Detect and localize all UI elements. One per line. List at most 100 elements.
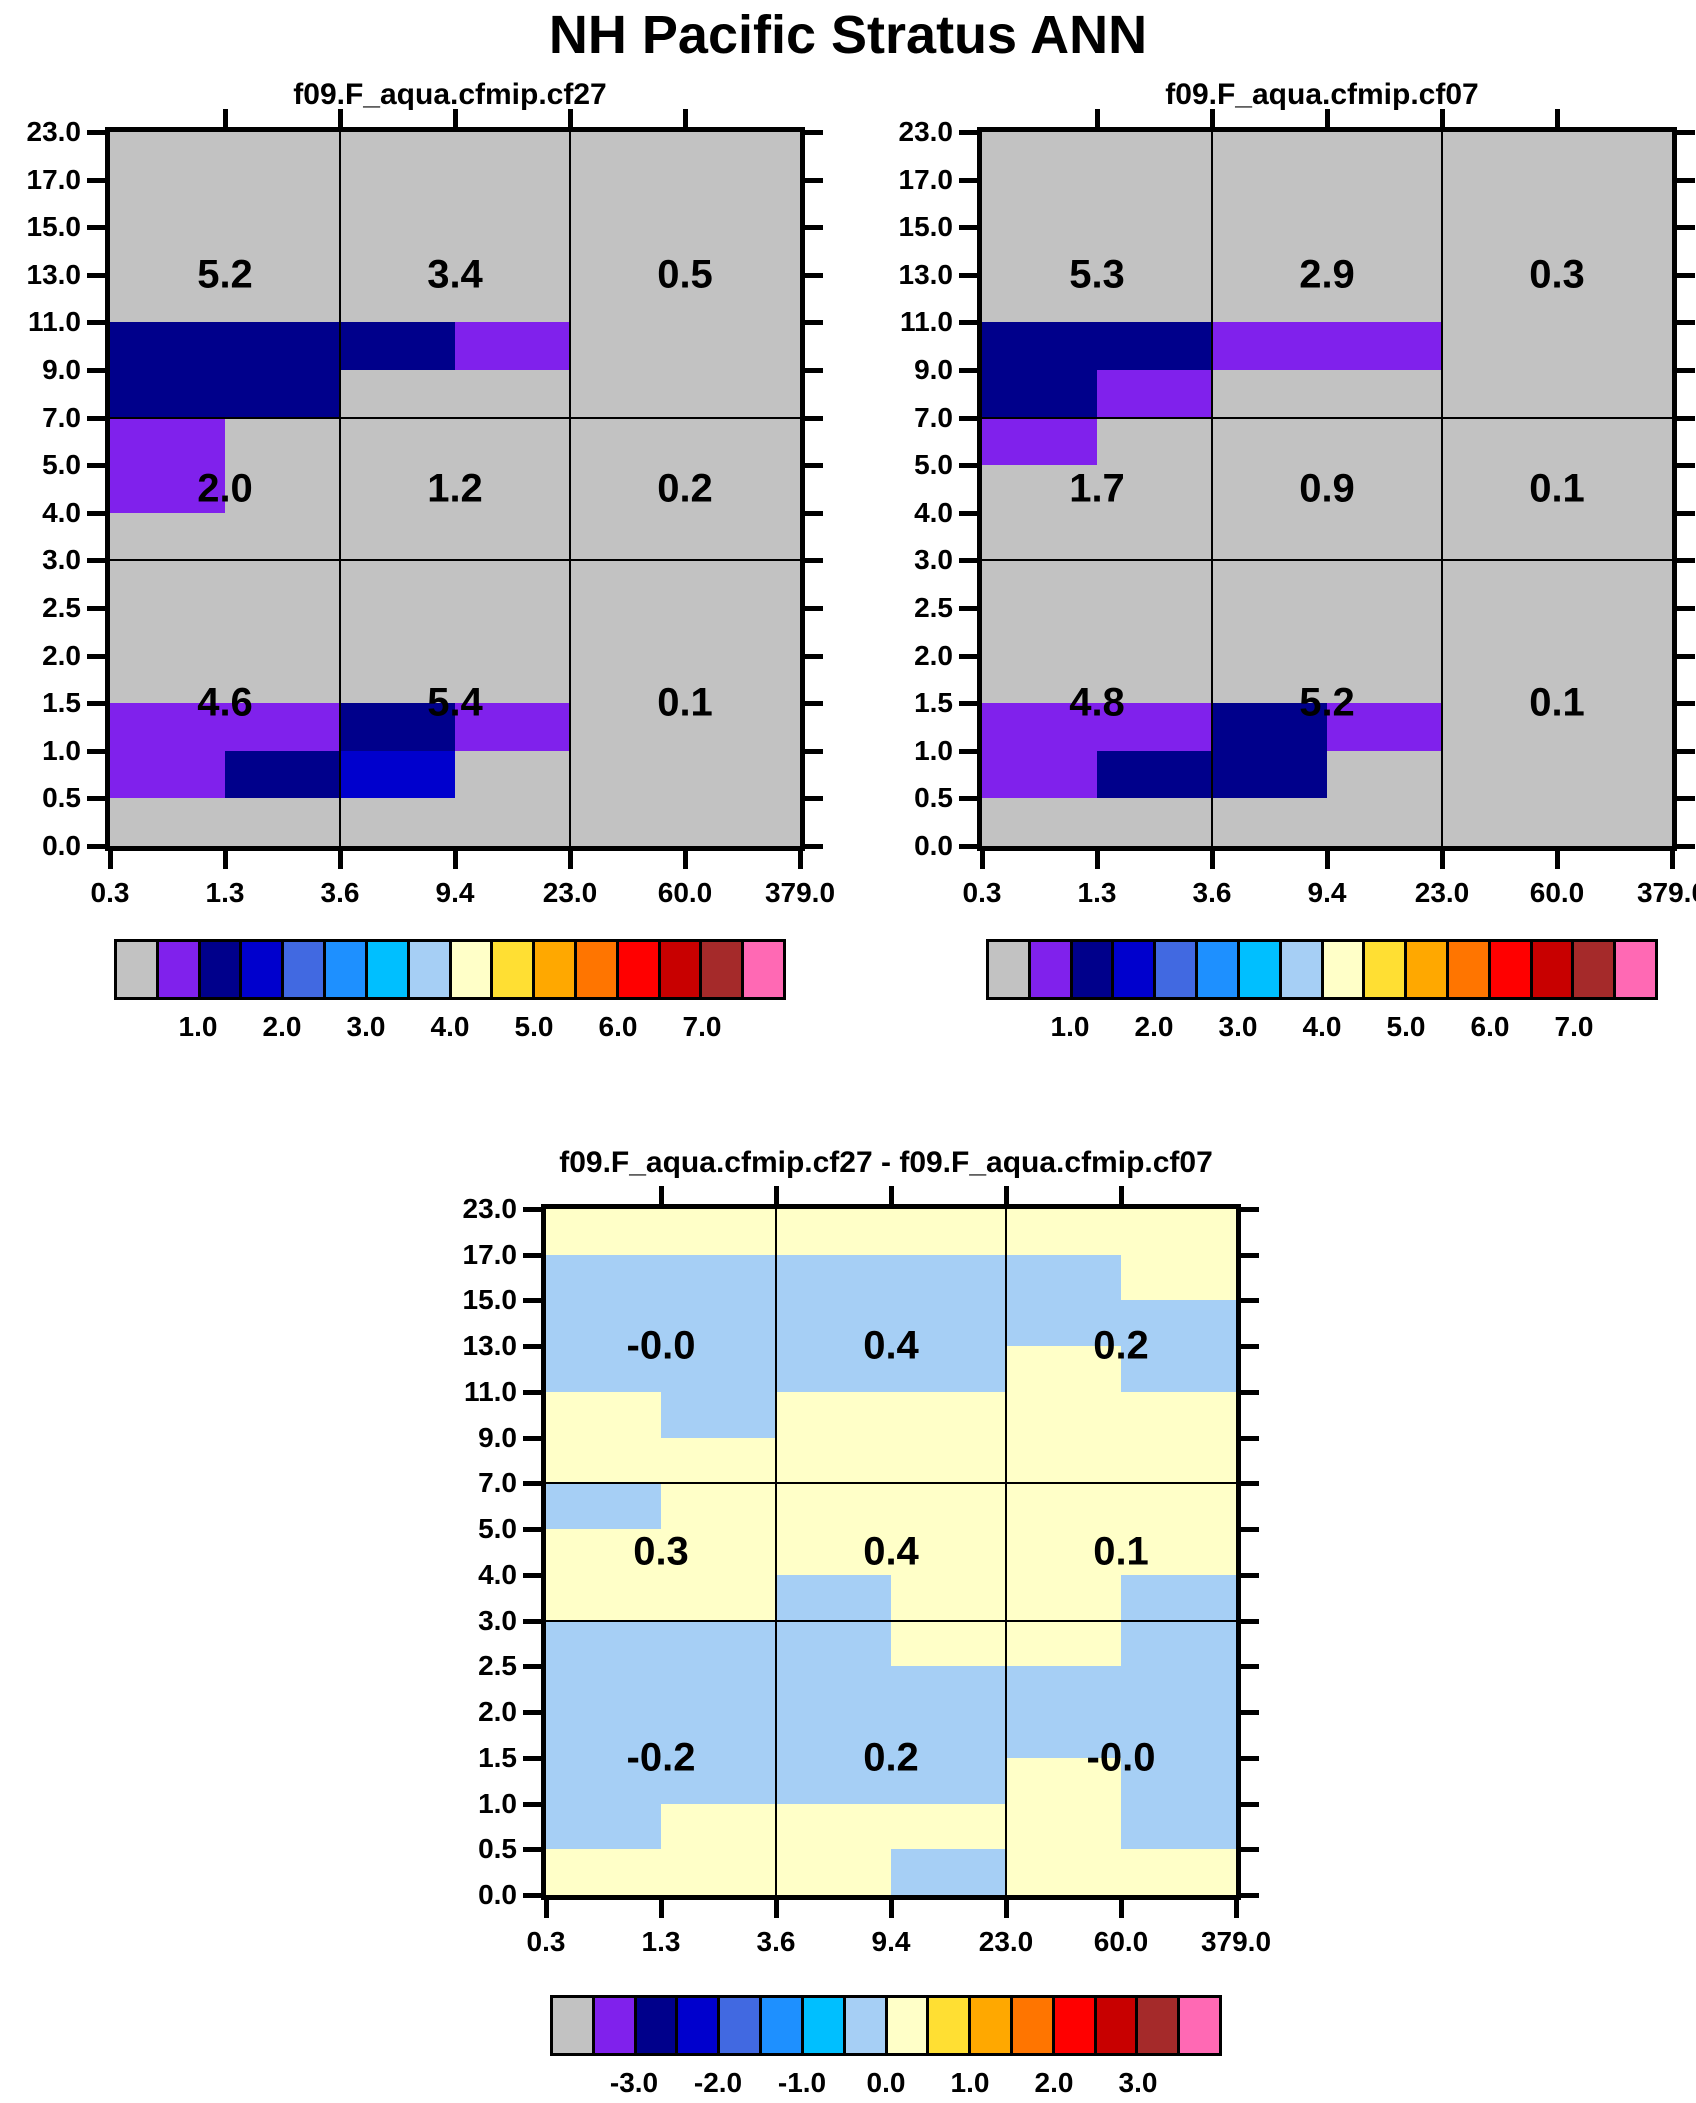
heatmap-cell	[1006, 1438, 1121, 1483]
y-axis-tick	[1241, 1573, 1259, 1578]
heatmap-cell	[685, 465, 800, 513]
sector-value: 5.4	[427, 680, 483, 725]
sector-divider-vertical	[569, 132, 571, 846]
y-tick-label: 23.0	[462, 1193, 518, 1224]
colorbar-segment	[717, 1998, 760, 2053]
heatmap-cell	[1006, 1712, 1121, 1758]
sector-divider-vertical	[1211, 132, 1213, 846]
heatmap-cell	[1557, 418, 1672, 465]
colorbar-segment	[675, 1998, 718, 2053]
y-tick-label: 13.0	[898, 259, 954, 290]
y-axis-tick	[1677, 273, 1695, 278]
x-axis-tick	[1440, 109, 1445, 127]
sector-value: 0.1	[1529, 680, 1585, 725]
x-tick-label: 23.0	[542, 877, 598, 908]
colorbar-segment	[968, 1998, 1010, 2053]
y-axis-tick	[1677, 606, 1695, 611]
heatmap-cell	[455, 275, 570, 322]
heatmap-cell	[455, 560, 570, 608]
y-axis-tick	[523, 1893, 541, 1898]
heatmap-cell	[1121, 1483, 1236, 1529]
x-axis-tick	[1004, 1186, 1009, 1204]
sector-value: 0.2	[657, 466, 713, 511]
heatmap-cell	[982, 418, 1097, 465]
heatmap-plot-diff: -0.0 0.4 0.2 0.3 0.4 0.1 -0.2 0.2 -0.0	[523, 1186, 1259, 1918]
x-axis-tick	[889, 1186, 894, 1204]
sector-value: 2.9	[1299, 252, 1355, 297]
sector-value: 5.3	[1069, 252, 1125, 297]
heatmap-cell	[982, 513, 1097, 560]
x-axis-tick	[1670, 851, 1675, 869]
y-axis-tick	[959, 225, 977, 230]
panel-title-cf27: f09.F_aqua.cfmip.cf27	[293, 78, 607, 111]
heatmap-cell	[110, 656, 225, 703]
heatmap-cell	[455, 370, 570, 418]
colorbar-segment	[633, 1998, 676, 2053]
y-tick-label: 0.5	[42, 782, 81, 813]
colorbar-label: 1.0	[950, 2067, 990, 2098]
heatmap-cell	[570, 656, 685, 703]
heatmap-cell	[1006, 1300, 1121, 1346]
heatmap-cell	[982, 275, 1097, 322]
sector-divider-horizontal	[982, 417, 1672, 419]
x-tick-label: 3.6	[756, 1926, 796, 1957]
heatmap-cell	[1442, 370, 1557, 418]
heatmap-cell	[891, 1300, 1006, 1346]
heatmap-cell	[891, 1346, 1006, 1392]
heatmap-cell	[1557, 560, 1672, 608]
y-axis-tick	[1677, 701, 1695, 706]
y-axis-tick	[805, 368, 823, 373]
heatmap-cell	[661, 1575, 776, 1621]
heatmap-cell	[776, 1255, 891, 1300]
colorbar-segment	[657, 942, 700, 997]
heatmap-cell	[982, 608, 1097, 656]
heatmap-cell	[1327, 370, 1442, 418]
heatmap-cell	[225, 560, 340, 608]
heatmap-cell	[685, 132, 800, 180]
heatmap-cell	[776, 1209, 891, 1255]
sector-divider-vertical	[1441, 132, 1443, 846]
heatmap-cell	[455, 703, 570, 751]
heatmap-cell	[570, 180, 685, 227]
y-tick-label: 2.0	[914, 640, 953, 671]
heatmap-cell	[891, 1712, 1006, 1758]
colorbar-segment	[591, 1998, 634, 2053]
colorbar-label: 6.0	[598, 1011, 638, 1042]
y-axis-tick	[1241, 1344, 1259, 1349]
heatmap-cell	[1442, 751, 1557, 798]
y-tick-label: 2.0	[42, 640, 81, 671]
heatmap-cell	[1442, 703, 1557, 751]
colorbar	[550, 1995, 1222, 2056]
colorbar-segment	[323, 942, 365, 997]
colorbar-segment	[1571, 942, 1614, 997]
y-axis-tick	[959, 511, 977, 516]
colorbar-segment	[1613, 942, 1655, 997]
sector-value: 0.4	[863, 1323, 919, 1368]
heatmap-cell	[1006, 1255, 1121, 1300]
colorbar-label: 2.0	[1134, 1011, 1174, 1042]
sector-value: 1.2	[427, 466, 483, 511]
colorbar-label: 1.0	[178, 1011, 218, 1042]
colorbar-segment	[1362, 942, 1405, 997]
heatmap-cell	[982, 751, 1097, 798]
heatmap-cell	[776, 1483, 891, 1529]
heatmap-cell	[891, 1209, 1006, 1255]
heatmap-cell	[1327, 798, 1442, 846]
colorbar-label: 7.0	[1554, 1011, 1594, 1042]
heatmap-cell	[1442, 132, 1557, 180]
heatmap-cell	[1097, 180, 1212, 227]
colorbar-label: 1.0	[1050, 1011, 1090, 1042]
heatmap-cell	[340, 703, 455, 751]
colorbar-segment	[1009, 1998, 1052, 2053]
colorbar-label: 6.0	[1470, 1011, 1510, 1042]
heatmap-cell	[1557, 465, 1672, 513]
heatmap-cell	[225, 656, 340, 703]
y-tick-label: 7.0	[42, 402, 81, 433]
colorbar-segment	[155, 942, 198, 997]
heatmap-cell	[982, 322, 1097, 370]
y-axis-tick	[523, 1390, 541, 1395]
y-tick-label: 5.0	[42, 449, 81, 480]
y-tick-label: 23.0	[26, 116, 82, 147]
colorbar-segment	[615, 942, 658, 997]
sector-value: 0.2	[1093, 1323, 1149, 1368]
